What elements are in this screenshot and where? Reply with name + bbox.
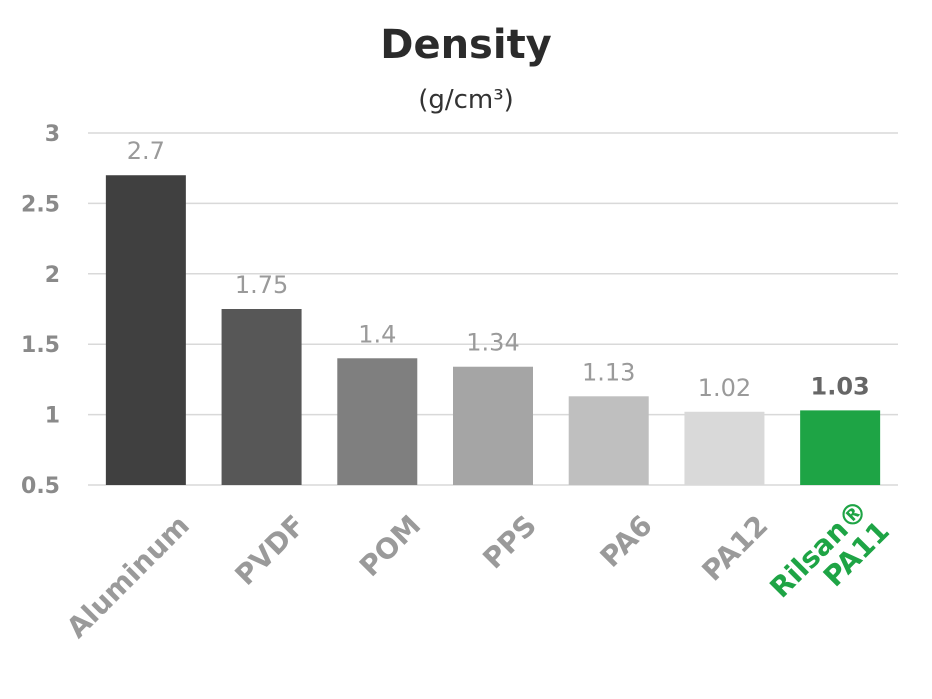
bar — [453, 366, 533, 485]
bar — [684, 411, 765, 485]
x-tick-label-line: Aluminum — [60, 509, 196, 645]
data-label: 1.4 — [358, 320, 396, 348]
x-tick-label-line: POM — [353, 509, 427, 583]
x-tick-label: PVDF — [228, 509, 311, 592]
y-tick-label: 1 — [45, 404, 60, 429]
data-label: 2.7 — [127, 137, 165, 165]
x-tick-label-line: PPS — [476, 509, 543, 576]
x-tick-label: POM — [353, 509, 427, 583]
data-label: 1.75 — [235, 271, 288, 299]
bar — [221, 309, 302, 485]
chart-title: Density — [380, 22, 552, 68]
x-tick-label-line: PVDF — [228, 509, 311, 592]
chart-subtitle: (g/cm³) — [418, 85, 514, 115]
data-label: 1.03 — [811, 372, 870, 400]
y-tick-label: 2.5 — [21, 192, 60, 217]
bar — [800, 410, 881, 485]
x-tick-label-line: PA6 — [594, 509, 659, 574]
x-tick-label-line: PA12 — [696, 509, 775, 588]
x-tick-label: PPS — [476, 509, 543, 576]
x-tick-label: PA6 — [594, 509, 659, 574]
y-tick-label: 1.5 — [21, 333, 60, 358]
data-label: 1.34 — [466, 329, 519, 357]
x-tick-label: Aluminum — [60, 509, 196, 645]
y-tick-label: 0.5 — [21, 474, 60, 499]
data-label: 1.13 — [582, 358, 635, 386]
data-label: 1.02 — [698, 374, 751, 402]
x-tick-label: PA12 — [696, 509, 775, 588]
bar — [105, 175, 186, 486]
x-tick-label: Rilsan®PA11 — [763, 493, 895, 604]
y-tick-label: 2 — [45, 263, 60, 288]
y-tick-label: 3 — [45, 122, 60, 147]
bar — [337, 358, 418, 485]
bar — [568, 396, 649, 485]
